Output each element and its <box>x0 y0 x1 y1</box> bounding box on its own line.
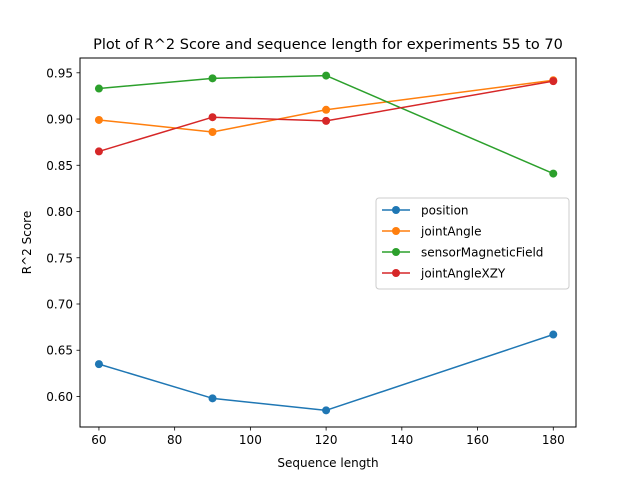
x-tick-label: 180 <box>542 433 565 447</box>
y-tick-label: 0.90 <box>46 113 73 127</box>
legend-marker-jointAngle <box>392 227 400 235</box>
data-point-position <box>322 406 331 415</box>
y-tick-label: 0.95 <box>46 66 73 80</box>
x-tick-label: 120 <box>315 433 338 447</box>
data-point-position <box>549 330 558 339</box>
x-axis-title: Sequence length <box>277 456 378 470</box>
y-tick-label: 0.85 <box>46 159 73 173</box>
x-tick-label: 60 <box>91 433 106 447</box>
y-tick-label: 0.65 <box>46 344 73 358</box>
series-line-jointAngleXZY <box>98 80 554 153</box>
legend-label-jointAngle: jointAngle <box>420 225 481 239</box>
legend-marker-position <box>392 206 400 214</box>
data-point-jointAngle <box>322 105 331 114</box>
axes-frame <box>79 57 577 428</box>
y-tick-label: 0.80 <box>46 205 73 219</box>
data-point-jointAngleXZY <box>208 113 217 122</box>
y-tick-label: 0.70 <box>46 298 73 312</box>
legend-marker-jointAngleXZY <box>392 269 400 277</box>
axis-ticks: 60 80 100 120 140 160 180 0.60 0.65 0.70 0.75 0.80 0… <box>46 66 564 447</box>
x-tick-label: 80 <box>167 433 182 447</box>
series-line-jointAngle <box>98 79 554 133</box>
plot-area <box>94 71 558 415</box>
legend-marker-sensorMagneticField <box>392 248 400 256</box>
data-point-jointAngleXZY <box>549 77 558 86</box>
data-point-jointAngle <box>208 127 217 136</box>
data-point-sensorMagneticField <box>94 84 103 93</box>
y-axis-title: R^2 Score <box>20 211 34 274</box>
x-tick-label: 140 <box>390 433 413 447</box>
series-line-sensorMagneticField <box>98 74 554 175</box>
data-point-jointAngle <box>94 115 103 124</box>
data-point-sensorMagneticField <box>322 71 331 80</box>
legend-label-position: position <box>421 204 469 218</box>
data-point-position <box>94 360 103 369</box>
x-tick-label: 160 <box>466 433 489 447</box>
data-point-sensorMagneticField <box>208 74 217 83</box>
legend-label-sensorMagneticField: sensorMagneticField <box>421 246 543 260</box>
series-line-position <box>98 333 554 412</box>
legend-box <box>375 197 570 290</box>
data-point-jointAngleXZY <box>322 116 331 125</box>
data-point-position <box>208 394 217 403</box>
data-point-sensorMagneticField <box>549 169 558 178</box>
y-tick-label: 0.60 <box>46 390 73 404</box>
legend-label-jointAngleXZY: jointAngleXZY <box>420 267 506 281</box>
x-tick-label: 100 <box>239 433 262 447</box>
legend: position jointAngle sensorMagneticField joi… <box>375 197 570 290</box>
y-tick-label: 0.75 <box>46 251 73 265</box>
chart-title: Plot of R^2 Score and sequence length fo… <box>93 37 563 53</box>
data-point-jointAngleXZY <box>94 147 103 156</box>
